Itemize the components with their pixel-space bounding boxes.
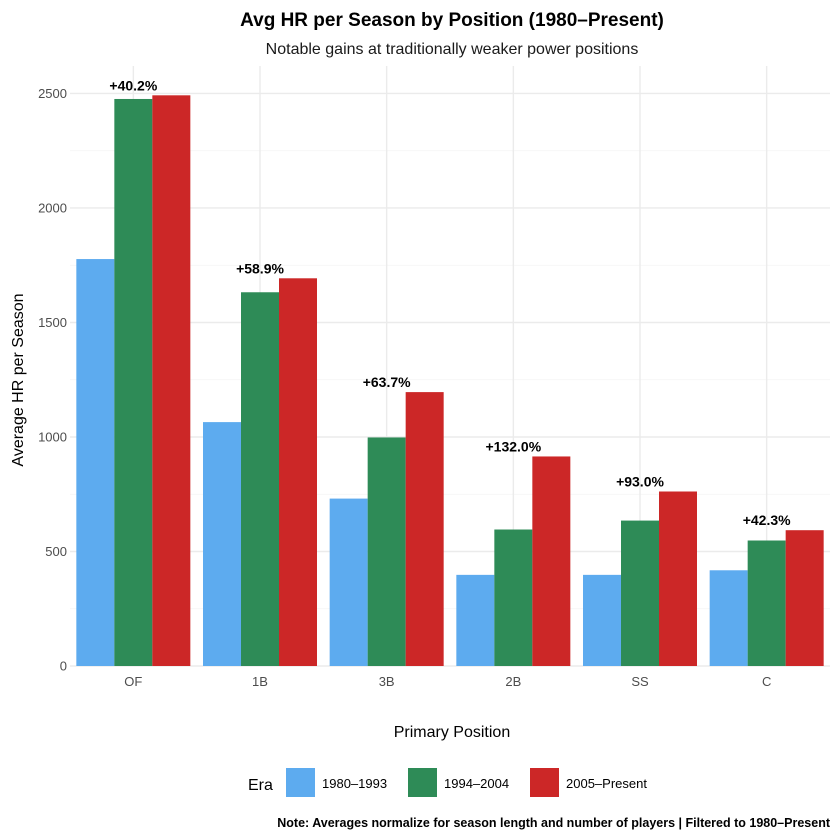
x-axis-title: Primary Position xyxy=(394,724,510,741)
bar-2B-series-1 xyxy=(456,574,495,666)
chart-caption: Note: Averages normalize for season leng… xyxy=(277,816,831,830)
bar-SS-series-2 xyxy=(621,520,659,666)
x-tick-label-2B: 2B xyxy=(505,674,521,689)
legend: Era 1980–1993 1994–2004 2005–Present xyxy=(248,768,647,797)
chart-title: Avg HR per Season by Position (1980–Pres… xyxy=(240,10,664,31)
bar-3B-series-2 xyxy=(367,437,406,666)
bar-C-series-3 xyxy=(785,530,824,666)
bar-C-series-2 xyxy=(747,540,786,666)
legend-label-2: 1994–2004 xyxy=(444,776,509,791)
bar-SS-series-1 xyxy=(583,574,621,666)
x-tick-label-3B: 3B xyxy=(379,674,395,689)
legend-key-3 xyxy=(530,768,559,797)
legend-key-1 xyxy=(286,768,315,797)
pct-change-label-C: +42.3% xyxy=(743,512,791,528)
legend-label-1: 1980–1993 xyxy=(322,776,387,791)
bar-SS-series-3 xyxy=(659,491,697,666)
x-tick-label-SS: SS xyxy=(631,674,649,689)
bar-1B-series-2 xyxy=(241,292,279,666)
y-axis-title: Average HR per Season xyxy=(10,293,27,466)
y-tick-label: 1500 xyxy=(38,315,67,330)
x-tick-label-1B: 1B xyxy=(252,674,268,689)
pct-change-label-1B: +58.9% xyxy=(236,260,284,276)
bar-3B-series-1 xyxy=(329,498,368,666)
pct-change-label-2B: +132.0% xyxy=(485,438,541,454)
y-tick-label: 0 xyxy=(60,659,67,674)
bar-OF-series-3 xyxy=(152,95,191,666)
y-tick-label: 1000 xyxy=(38,429,67,444)
legend-key-2 xyxy=(408,768,437,797)
legend-title: Era xyxy=(248,777,273,794)
bar-1B-series-1 xyxy=(203,422,241,666)
x-tick-label-OF: OF xyxy=(124,674,142,689)
x-axis-ticks: OF 1B 3B 2B SS C xyxy=(124,674,771,689)
bar-3B-series-3 xyxy=(405,392,444,666)
chart-subtitle: Notable gains at traditionally weaker po… xyxy=(266,41,639,58)
x-tick-label-C: C xyxy=(762,674,771,689)
bar-2B-series-3 xyxy=(532,456,571,666)
y-axis-ticks: 0 500 1000 1500 2000 2500 xyxy=(38,86,67,674)
annotations: +40.2% +58.9% +63.7% +132.0% +93.0% +42.3% xyxy=(109,77,791,528)
bars xyxy=(76,95,824,666)
bar-1B-series-3 xyxy=(279,278,317,666)
y-tick-label: 500 xyxy=(45,544,67,559)
y-tick-label: 2000 xyxy=(38,200,67,215)
bar-OF-series-1 xyxy=(76,259,115,666)
pct-change-label-SS: +93.0% xyxy=(616,473,664,489)
bar-OF-series-2 xyxy=(114,98,153,666)
bar-C-series-1 xyxy=(709,570,748,666)
pct-change-label-OF: +40.2% xyxy=(109,77,157,93)
y-tick-label: 2500 xyxy=(38,86,67,101)
legend-label-3: 2005–Present xyxy=(566,776,647,791)
pct-change-label-3B: +63.7% xyxy=(363,374,411,390)
bar-2B-series-2 xyxy=(494,529,533,666)
